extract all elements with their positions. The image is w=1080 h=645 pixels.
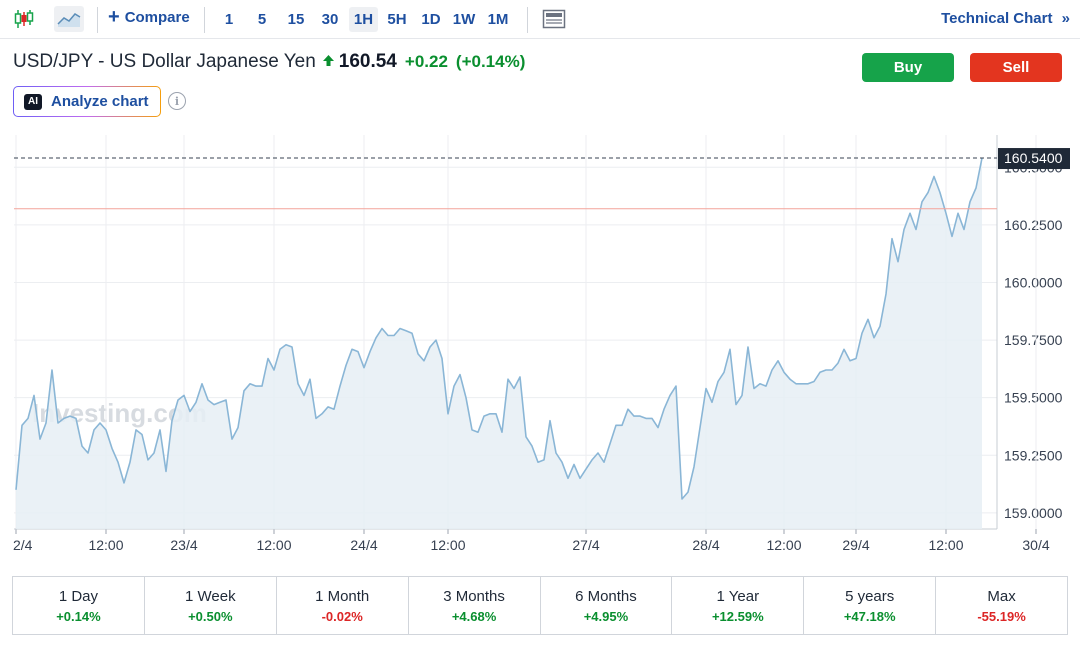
- last-price-label: 160.5400: [1004, 150, 1063, 166]
- instrument-name: USD/JPY - US Dollar Japanese Yen: [13, 51, 316, 72]
- buy-button[interactable]: Buy: [862, 53, 954, 82]
- performance-value: +0.14%: [56, 608, 101, 624]
- news-panel-icon[interactable]: [540, 6, 568, 32]
- interval-1d[interactable]: 1D: [421, 11, 441, 28]
- x-tick-label: 12:00: [766, 537, 801, 553]
- y-tick-label: 159.5000: [1004, 390, 1063, 406]
- toolbar-divider: [204, 7, 205, 33]
- price-area: [16, 158, 982, 529]
- plus-icon: +: [108, 6, 120, 28]
- x-tick-label: 29/4: [842, 537, 869, 553]
- performance-value: +12.59%: [711, 608, 764, 624]
- last-price: 160.54: [338, 51, 397, 72]
- performance-period: 3 Months: [443, 587, 505, 605]
- performance-value: +0.50%: [188, 608, 233, 624]
- interval-1h[interactable]: 1H: [349, 7, 378, 32]
- performance-summary: 1 Day +0.14% 1 Week +0.50% 1 Month -0.02…: [12, 576, 1068, 635]
- performance-value: -0.02%: [321, 608, 363, 624]
- chart-toolbar: + Compare 1 5 15 30 1H 5H 1D 1W 1M Techn…: [0, 0, 1080, 39]
- performance-cell[interactable]: 1 Week +0.50%: [145, 577, 277, 634]
- x-tick-label: 28/4: [692, 537, 719, 553]
- toolbar-divider: [97, 7, 98, 33]
- performance-period: Max: [987, 587, 1016, 605]
- double-chevron-right-icon: »: [1061, 10, 1070, 27]
- y-tick-label: 159.0000: [1004, 505, 1063, 521]
- performance-value: +47.18%: [843, 608, 896, 624]
- performance-period: 1 Month: [315, 587, 370, 605]
- performance-cell[interactable]: 1 Month -0.02%: [277, 577, 409, 634]
- x-tick-label: 23/4: [170, 537, 197, 553]
- interval-30min[interactable]: 30: [321, 11, 339, 28]
- ai-icon: AI: [24, 93, 42, 110]
- candlestick-chart-icon[interactable]: [10, 6, 38, 32]
- analyze-chart-button[interactable]: AI Analyze chart: [13, 86, 161, 117]
- price-line: [15, 157, 983, 500]
- last-price-tag: [998, 148, 1070, 170]
- interval-5min[interactable]: 5: [257, 11, 267, 28]
- performance-value: +4.68%: [451, 608, 497, 624]
- interval-5h[interactable]: 5H: [387, 11, 407, 28]
- x-tick-label: 12:00: [256, 537, 291, 553]
- x-tick-label: 27/4: [572, 537, 599, 553]
- y-tick-label: 159.2500: [1004, 447, 1063, 463]
- performance-period: 1 Day: [58, 587, 99, 605]
- instrument-header: USD/JPY - US Dollar Japanese Yen 160.54 …: [13, 51, 525, 73]
- area-chart-icon[interactable]: [54, 6, 84, 32]
- y-tick-label: 160.2500: [1004, 217, 1063, 233]
- price-change: +0.22: [404, 52, 448, 71]
- x-tick-label: 12:00: [928, 537, 963, 553]
- performance-period: 1 Week: [185, 587, 236, 605]
- technical-chart-label: Technical Chart: [941, 10, 1053, 27]
- performance-cell[interactable]: 5 years +47.18%: [804, 577, 937, 634]
- arrow-up-icon: [322, 54, 335, 72]
- performance-cell[interactable]: 1 Year +12.59%: [672, 577, 805, 634]
- interval-15min[interactable]: 15: [287, 11, 305, 28]
- compare-button[interactable]: + Compare: [108, 6, 190, 28]
- interval-1m[interactable]: 1M: [487, 11, 509, 28]
- interval-1w[interactable]: 1W: [452, 11, 476, 28]
- performance-cell[interactable]: Max -55.19%: [936, 577, 1067, 634]
- technical-chart-link[interactable]: Technical Chart »: [941, 10, 1070, 27]
- info-icon[interactable]: i: [168, 92, 186, 110]
- interval-1min[interactable]: 1: [224, 11, 234, 28]
- x-tick-label: 24/4: [350, 537, 377, 553]
- performance-cell[interactable]: 1 Day +0.14%: [13, 577, 145, 634]
- performance-period: 1 Year: [716, 587, 760, 605]
- sell-button[interactable]: Sell: [970, 53, 1062, 82]
- performance-cell[interactable]: 6 Months +4.95%: [541, 577, 673, 634]
- performance-period: 5 years: [845, 587, 895, 605]
- x-tick-label: 12:00: [430, 537, 465, 553]
- x-tick-label: 12:00: [88, 537, 123, 553]
- toolbar-divider: [527, 7, 528, 33]
- performance-period: 6 Months: [575, 587, 637, 605]
- performance-value: +4.95%: [583, 608, 629, 624]
- y-tick-label: 160.0000: [1004, 274, 1063, 290]
- x-tick-label: 30/4: [1022, 537, 1049, 553]
- performance-cell[interactable]: 3 Months +4.68%: [409, 577, 541, 634]
- price-chart[interactable]: Investing.com159.0000159.2500159.5000159…: [0, 130, 1080, 570]
- compare-label: Compare: [124, 9, 190, 26]
- x-tick-label: 2/4: [13, 537, 33, 553]
- y-tick-label: 159.7500: [1004, 332, 1063, 348]
- performance-value: -55.19%: [977, 608, 1026, 624]
- price-change-percent: (+0.14%): [455, 52, 526, 71]
- analyze-chart-label: Analyze chart: [51, 93, 149, 110]
